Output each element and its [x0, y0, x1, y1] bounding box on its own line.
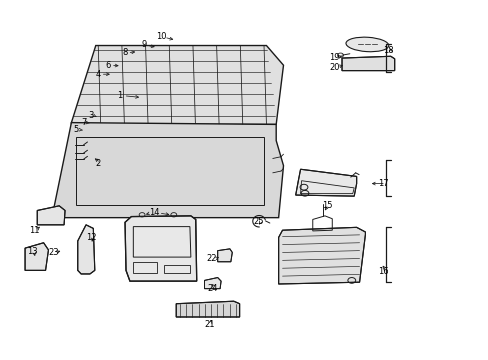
Text: 17: 17 [377, 179, 388, 188]
Text: 25: 25 [253, 217, 264, 226]
Text: 11: 11 [28, 226, 39, 235]
Text: 14: 14 [149, 208, 160, 217]
Text: 20: 20 [329, 63, 339, 72]
Polygon shape [78, 225, 95, 274]
Text: 4: 4 [95, 70, 101, 79]
Text: 9: 9 [142, 40, 147, 49]
Polygon shape [125, 216, 196, 281]
Text: 19: 19 [329, 53, 339, 62]
Polygon shape [37, 206, 65, 225]
Text: 6: 6 [105, 61, 110, 70]
Polygon shape [278, 227, 365, 284]
Text: 3: 3 [88, 111, 93, 120]
Text: 10: 10 [156, 32, 166, 41]
Polygon shape [217, 249, 232, 262]
Text: 21: 21 [203, 320, 214, 329]
Polygon shape [176, 301, 239, 317]
Text: 15: 15 [322, 201, 332, 210]
Text: 22: 22 [206, 255, 217, 264]
Polygon shape [341, 56, 394, 71]
Text: 23: 23 [48, 248, 59, 257]
Polygon shape [52, 123, 283, 218]
Text: 13: 13 [27, 247, 38, 256]
Text: 12: 12 [85, 233, 96, 242]
Polygon shape [204, 278, 221, 289]
Polygon shape [295, 169, 356, 196]
Text: 5: 5 [74, 125, 79, 134]
Text: 18: 18 [382, 46, 393, 55]
Ellipse shape [346, 37, 388, 52]
Polygon shape [71, 45, 283, 125]
Polygon shape [25, 243, 48, 270]
Text: 7: 7 [81, 118, 86, 127]
Text: 16: 16 [377, 267, 388, 276]
Text: 24: 24 [207, 284, 218, 293]
Text: 2: 2 [95, 159, 101, 168]
Text: 1: 1 [117, 91, 122, 100]
Text: 8: 8 [122, 48, 127, 57]
